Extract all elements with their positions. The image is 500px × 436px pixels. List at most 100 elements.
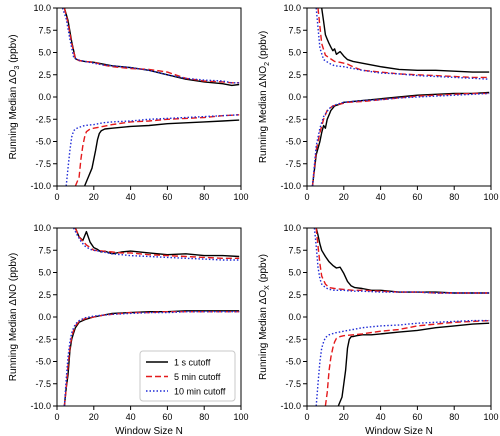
series-group	[311, 8, 490, 186]
x-tick-label: 20	[89, 192, 99, 202]
y-tick-label: 0.0	[38, 92, 51, 102]
y-tick-label: -2.5	[35, 114, 51, 124]
y-tick-label: 10.0	[33, 223, 51, 233]
series-line	[74, 228, 240, 258]
x-tick-label: 40	[126, 192, 136, 202]
x-tick-label: 80	[449, 192, 459, 202]
x-tick-label: 80	[199, 192, 209, 202]
y-tick-label: 2.5	[38, 70, 51, 80]
series-line	[83, 119, 240, 186]
series-line	[315, 8, 490, 80]
series-line	[313, 228, 490, 294]
x-tick-label: 60	[412, 412, 422, 422]
legend-label: 10 min cutoff	[174, 387, 226, 397]
y-tick-label: 10.0	[283, 223, 301, 233]
y-tick-label: 2.5	[288, 290, 301, 300]
series-line	[324, 319, 490, 406]
y-tick-label: -5.0	[35, 357, 51, 367]
y-tick-label: -5.0	[285, 357, 301, 367]
chart-panel: 0 20 40 60 80 100 -10.0 -7.5 -5.0 -2.5 0.0 2.5 5.0 7.…	[8, 3, 249, 202]
y-tick-label: 0.0	[288, 312, 301, 322]
x-tick-label: 40	[376, 192, 386, 202]
y-tick-label: -10.0	[30, 401, 51, 411]
y-tick-label: 5.0	[38, 48, 51, 58]
x-tick-label: 80	[199, 412, 209, 422]
y-tick-label: -2.5	[285, 114, 301, 124]
y-tick-label: -10.0	[280, 181, 301, 191]
y-tick-label: -10.0	[30, 181, 51, 191]
series-group	[313, 228, 490, 406]
x-axis-label: Window Size N	[115, 426, 183, 436]
legend-box	[139, 350, 236, 402]
series-line	[315, 228, 490, 294]
y-tick-label: -7.5	[35, 379, 51, 389]
series-line	[61, 8, 240, 84]
series-line	[337, 322, 490, 406]
plot-frame	[306, 227, 492, 407]
y-tick-label: -5.0	[35, 137, 51, 147]
y-axis-label: Running Median ΔOX (ppbv)	[258, 254, 271, 380]
y-tick-label: 5.0	[288, 48, 301, 58]
series-line	[72, 228, 240, 261]
plot-frame	[56, 7, 242, 187]
x-axis-label: Window Size N	[365, 426, 433, 436]
x-tick-label: 40	[126, 412, 136, 422]
x-tick-label: 0	[304, 192, 309, 202]
y-tick-label: 10.0	[33, 3, 51, 13]
y-tick-label: -7.5	[285, 159, 301, 169]
y-tick-label: 7.5	[38, 245, 51, 255]
series-line	[65, 114, 240, 186]
y-tick-label: 10.0	[283, 3, 301, 13]
chart-panel: 0 20 40 60 80 100 -10.0 -7.5 -5.0 -2.5 0.0 2.5 5.0 7.…	[258, 3, 499, 202]
series-group	[61, 8, 240, 186]
series-line	[63, 8, 240, 84]
legend: 1 s cutoff 5 min cutoff 10 min cutoff	[139, 350, 236, 402]
x-tick-label: 100	[233, 192, 248, 202]
series-line	[311, 91, 490, 186]
y-tick-label: 2.5	[288, 70, 301, 80]
y-tick-label: -2.5	[285, 334, 301, 344]
series-line	[317, 8, 490, 79]
chart-panel: 0 20 40 60 80 100 -10.0 -7.5 -5.0 -2.5 0.0 2.5 5.0 7.…	[8, 223, 249, 436]
y-tick-label: -10.0	[280, 401, 301, 411]
x-tick-label: 20	[339, 192, 349, 202]
y-tick-label: 7.5	[38, 25, 51, 35]
series-line	[63, 311, 240, 406]
y-axis-label: Running Median ΔO3 (ppbv)	[8, 34, 21, 159]
series-group	[63, 228, 240, 406]
x-tick-label: 0	[304, 412, 309, 422]
x-tick-label: 20	[89, 412, 99, 422]
chart-panel: 0 20 40 60 80 100 -10.0 -7.5 -5.0 -2.5 0.0 2.5 5.0 7.…	[258, 223, 499, 436]
x-tick-label: 100	[483, 412, 498, 422]
y-axis-label: Running Median ΔNO2 (ppbv)	[258, 31, 271, 163]
series-line	[311, 92, 490, 186]
series-line	[63, 8, 240, 87]
x-tick-label: 100	[483, 192, 498, 202]
series-line	[74, 114, 240, 186]
y-tick-label: 5.0	[38, 268, 51, 278]
series-line	[311, 92, 490, 186]
legend-label: 1 s cutoff	[174, 358, 211, 368]
y-tick-label: -5.0	[285, 137, 301, 147]
series-line	[321, 8, 490, 73]
x-tick-label: 0	[54, 412, 59, 422]
y-tick-label: 7.5	[288, 25, 301, 35]
y-tick-label: 5.0	[288, 268, 301, 278]
x-tick-label: 60	[412, 192, 422, 202]
y-axis-label: Running Median ΔNO (ppbv)	[8, 253, 19, 381]
y-tick-label: 0.0	[288, 92, 301, 102]
series-line	[74, 228, 240, 259]
x-tick-label: 40	[376, 412, 386, 422]
y-tick-label: 7.5	[288, 245, 301, 255]
x-tick-label: 20	[339, 412, 349, 422]
series-line	[63, 311, 240, 406]
series-line	[315, 228, 490, 294]
legend-label: 5 min cutoff	[174, 372, 221, 382]
y-tick-label: 0.0	[38, 312, 51, 322]
y-tick-label: 2.5	[38, 290, 51, 300]
x-tick-label: 100	[233, 412, 248, 422]
x-tick-label: 80	[449, 412, 459, 422]
x-tick-label: 60	[162, 412, 172, 422]
y-tick-label: -7.5	[285, 379, 301, 389]
